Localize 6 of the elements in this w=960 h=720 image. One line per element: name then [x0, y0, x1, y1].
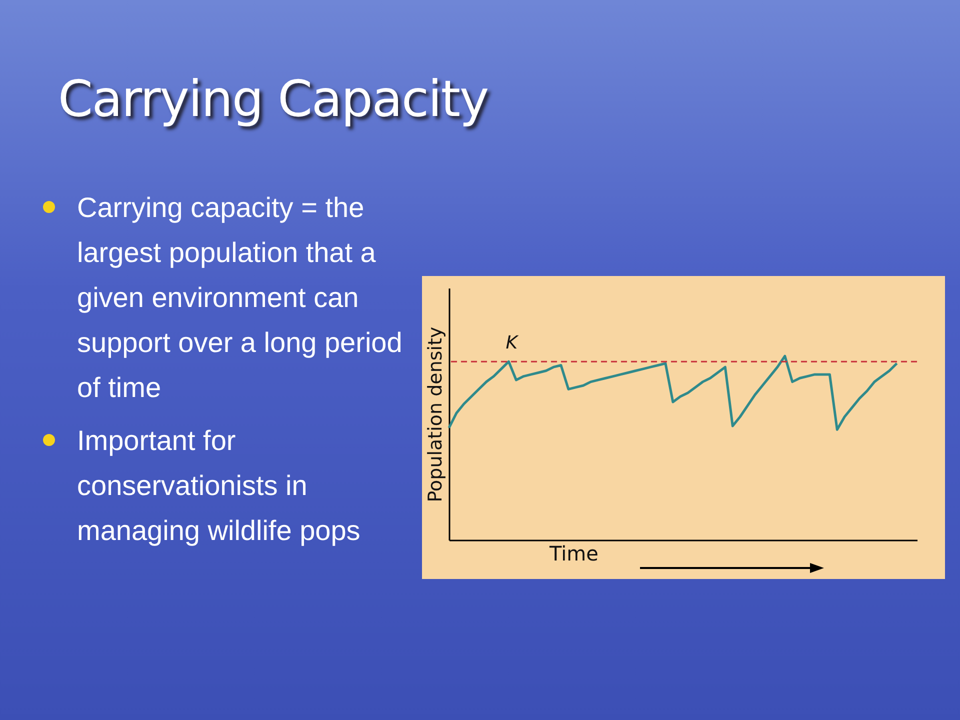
chart-title: Carrying Capacity [58, 70, 488, 128]
ref-line-label: K [506, 332, 519, 354]
text: Carrying capacity = the largest population that a given environment can support over a long period of time [76, 191, 404, 405]
text: Important for conservationists in managing wildlife pops [76, 424, 362, 548]
y-axis-title: Population density [424, 326, 446, 502]
x-axis-title: Time [548, 542, 598, 566]
